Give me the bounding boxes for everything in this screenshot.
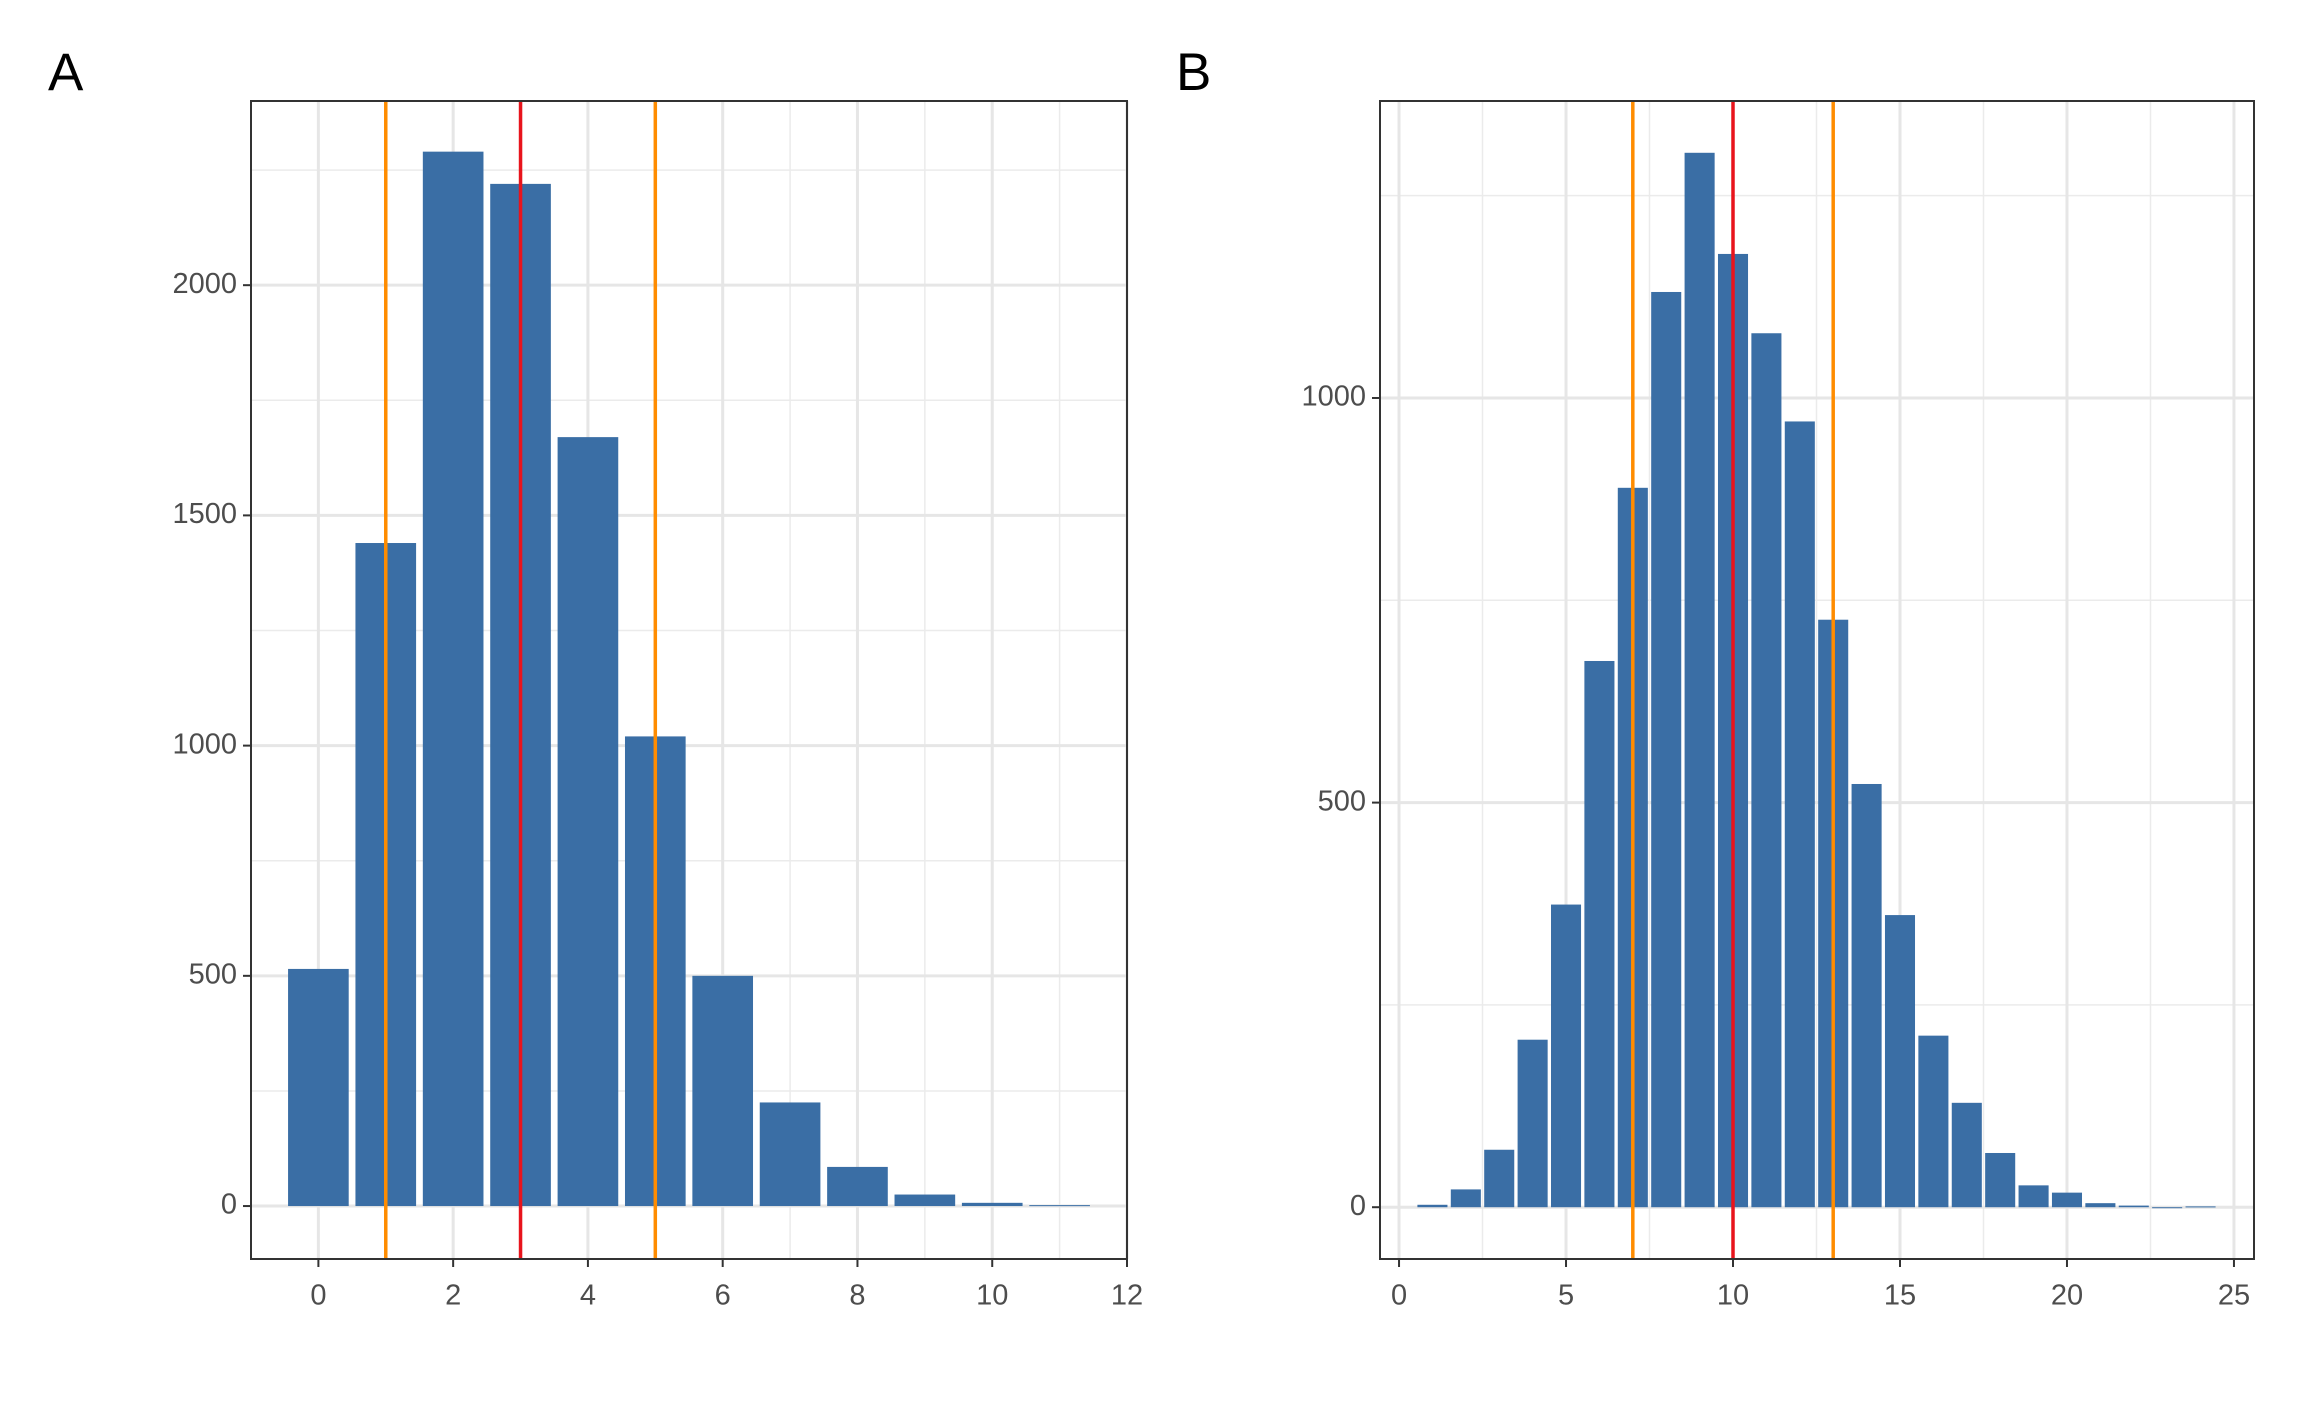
bar — [827, 1166, 888, 1207]
bar — [1684, 152, 1715, 1208]
bar — [2118, 1205, 2149, 1208]
x-tick-label: 20 — [2051, 1280, 2083, 1312]
bar — [2085, 1203, 2116, 1208]
x-tick-label: 10 — [1717, 1280, 1749, 1312]
x-tick-label: 8 — [849, 1280, 865, 1312]
bar — [1884, 915, 1916, 1208]
bar — [1584, 660, 1615, 1208]
bar — [1417, 1204, 1448, 1208]
bar — [288, 968, 349, 1207]
bar — [1851, 783, 1882, 1208]
bar — [1985, 1152, 2016, 1208]
bar — [894, 1194, 956, 1207]
x-tick-label: 0 — [1391, 1280, 1407, 1312]
bar — [1550, 904, 1582, 1208]
bar — [692, 975, 754, 1207]
bar — [1517, 1039, 1548, 1208]
bar — [759, 1102, 821, 1207]
x-tick-label: 4 — [580, 1280, 596, 1312]
y-tick-label: 0 — [1350, 1190, 1366, 1222]
y-tick-label: 1500 — [172, 498, 237, 530]
x-tick-label: 5 — [1558, 1280, 1574, 1312]
bar — [2185, 1206, 2216, 1208]
bar — [1784, 421, 1815, 1208]
bar — [557, 437, 619, 1207]
bar — [1651, 291, 1682, 1208]
y-tick-label: 0 — [221, 1189, 237, 1221]
bar — [961, 1202, 1023, 1207]
bar — [1029, 1205, 1090, 1207]
y-tick-label: 1000 — [1301, 381, 1366, 413]
y-tick-label: 1000 — [172, 728, 237, 760]
plot-border — [250, 100, 1128, 1260]
x-tick-label: 10 — [976, 1280, 1008, 1312]
bar — [1751, 333, 1782, 1208]
bar — [1918, 1035, 1949, 1208]
x-tick-label: 15 — [1884, 1280, 1916, 1312]
bar — [1484, 1149, 1515, 1208]
panel-label: B — [1176, 43, 1211, 102]
y-tick-label: 500 — [1318, 785, 1366, 817]
x-tick-label: 6 — [715, 1280, 731, 1312]
y-tick-label: 2000 — [172, 268, 237, 300]
x-tick-label: 25 — [2218, 1280, 2250, 1312]
bar — [1450, 1189, 1481, 1208]
panel-label: A — [48, 43, 84, 102]
x-tick-label: 12 — [1111, 1280, 1143, 1312]
bar — [2152, 1207, 2183, 1209]
bar — [422, 151, 484, 1207]
y-tick-label: 500 — [189, 958, 237, 990]
bar — [2018, 1185, 2049, 1208]
x-tick-label: 0 — [310, 1280, 326, 1312]
bar — [2051, 1192, 2083, 1208]
plot-border — [1379, 100, 2255, 1260]
x-tick-label: 2 — [445, 1280, 461, 1312]
bar — [1951, 1102, 1982, 1208]
